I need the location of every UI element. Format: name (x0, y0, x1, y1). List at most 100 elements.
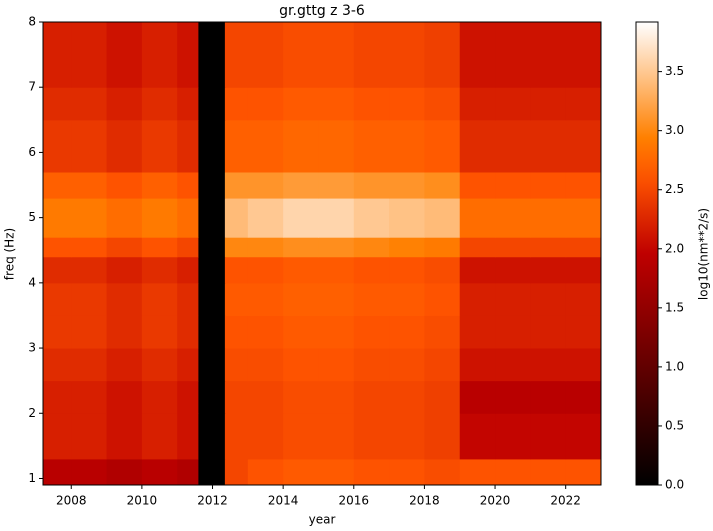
heatmap-cell (141, 348, 178, 382)
heatmap-cell (353, 22, 390, 88)
heatmap-cell (198, 282, 226, 316)
heatmap-cell (318, 119, 355, 173)
heatmap-cell (530, 198, 567, 238)
heatmap-cell (71, 22, 108, 88)
heatmap-cell (71, 256, 108, 284)
heatmap (43, 22, 602, 486)
heatmap-cell (459, 198, 496, 238)
heatmap-cell (459, 380, 496, 414)
heatmap-cell (247, 119, 284, 173)
heatmap-cell (224, 348, 249, 382)
heatmap-cell (224, 458, 249, 486)
heatmap-cell (459, 237, 496, 258)
heatmap-cell (353, 380, 390, 414)
heatmap-cell (318, 171, 355, 199)
heatmap-cell (106, 380, 143, 414)
heatmap-cell (459, 171, 496, 199)
heatmap-cell (530, 315, 567, 349)
heatmap-cell (247, 198, 284, 238)
colorbar-tick-label: 3.5 (665, 64, 684, 78)
heatmap-cell (43, 119, 72, 173)
heatmap-cell (71, 282, 108, 316)
heatmap-cell (353, 315, 390, 349)
heatmap-cell (318, 22, 355, 88)
heatmap-cell (106, 458, 143, 486)
heatmap-cell (389, 380, 425, 414)
heatmap-cell (495, 171, 531, 199)
heatmap-cell (106, 237, 143, 258)
heatmap-cell (459, 282, 496, 316)
heatmap-cell (424, 315, 461, 349)
heatmap-cell (177, 380, 199, 414)
heatmap-cell (71, 171, 108, 199)
heatmap-cell (424, 171, 461, 199)
heatmap-cell (283, 237, 319, 258)
heatmap-cell (106, 256, 143, 284)
x-tick-label: 2008 (56, 494, 87, 508)
heatmap-cell (198, 458, 226, 486)
y-tick-label: 7 (28, 80, 36, 94)
heatmap-cell (495, 22, 531, 88)
heatmap-cell (198, 315, 226, 349)
heatmap-cell (353, 87, 390, 121)
heatmap-cell (565, 282, 602, 316)
heatmap-cell (530, 171, 567, 199)
heatmap-cell (106, 413, 143, 460)
colorbar-tick-label: 3.0 (665, 123, 684, 137)
heatmap-cell (495, 119, 531, 173)
colorbar (635, 21, 659, 486)
heatmap-cell (283, 171, 319, 199)
heatmap-cell (424, 198, 461, 238)
heatmap-cell (389, 413, 425, 460)
heatmap-cell (353, 198, 390, 238)
heatmap-cell (247, 282, 284, 316)
heatmap-cell (389, 171, 425, 199)
heatmap-cell (353, 458, 390, 486)
heatmap-cell (459, 22, 496, 88)
y-tick-label: 6 (28, 145, 36, 159)
heatmap-cell (389, 87, 425, 121)
heatmap-cell (530, 237, 567, 258)
heatmap-cell (43, 171, 72, 199)
heatmap-cell (71, 198, 108, 238)
heatmap-cell (459, 413, 496, 460)
heatmap-cell (106, 87, 143, 121)
heatmap-cell (141, 198, 178, 238)
heatmap-cell (224, 87, 249, 121)
heatmap-cell (71, 119, 108, 173)
heatmap-cell (106, 119, 143, 173)
heatmap-cell (224, 413, 249, 460)
heatmap-cell (247, 22, 284, 88)
heatmap-cell (389, 458, 425, 486)
heatmap-cell (198, 87, 226, 121)
heatmap-cell (495, 282, 531, 316)
x-tick-label: 2014 (268, 494, 299, 508)
heatmap-cell (459, 87, 496, 121)
heatmap-cell (224, 22, 249, 88)
heatmap-cell (495, 458, 531, 486)
heatmap-cell (106, 315, 143, 349)
x-tick-label: 2016 (339, 494, 370, 508)
y-axis-label: freq (Hz) (3, 228, 17, 280)
heatmap-cell (565, 119, 602, 173)
heatmap-cell (141, 87, 178, 121)
heatmap-cell (495, 256, 531, 284)
heatmap-cell (71, 348, 108, 382)
heatmap-cell (424, 237, 461, 258)
heatmap-cell (198, 380, 226, 414)
heatmap-cell (530, 380, 567, 414)
heatmap-cell (43, 87, 72, 121)
heatmap-cell (224, 237, 249, 258)
heatmap-cell (495, 87, 531, 121)
heatmap-cell (459, 315, 496, 349)
heatmap-cell (318, 256, 355, 284)
heatmap-cell (177, 256, 199, 284)
heatmap-cell (247, 237, 284, 258)
heatmap-cell (71, 237, 108, 258)
heatmap-cell (141, 413, 178, 460)
heatmap-cell (247, 171, 284, 199)
heatmap-cell (141, 315, 178, 349)
heatmap-cell (389, 237, 425, 258)
heatmap-cell (389, 198, 425, 238)
